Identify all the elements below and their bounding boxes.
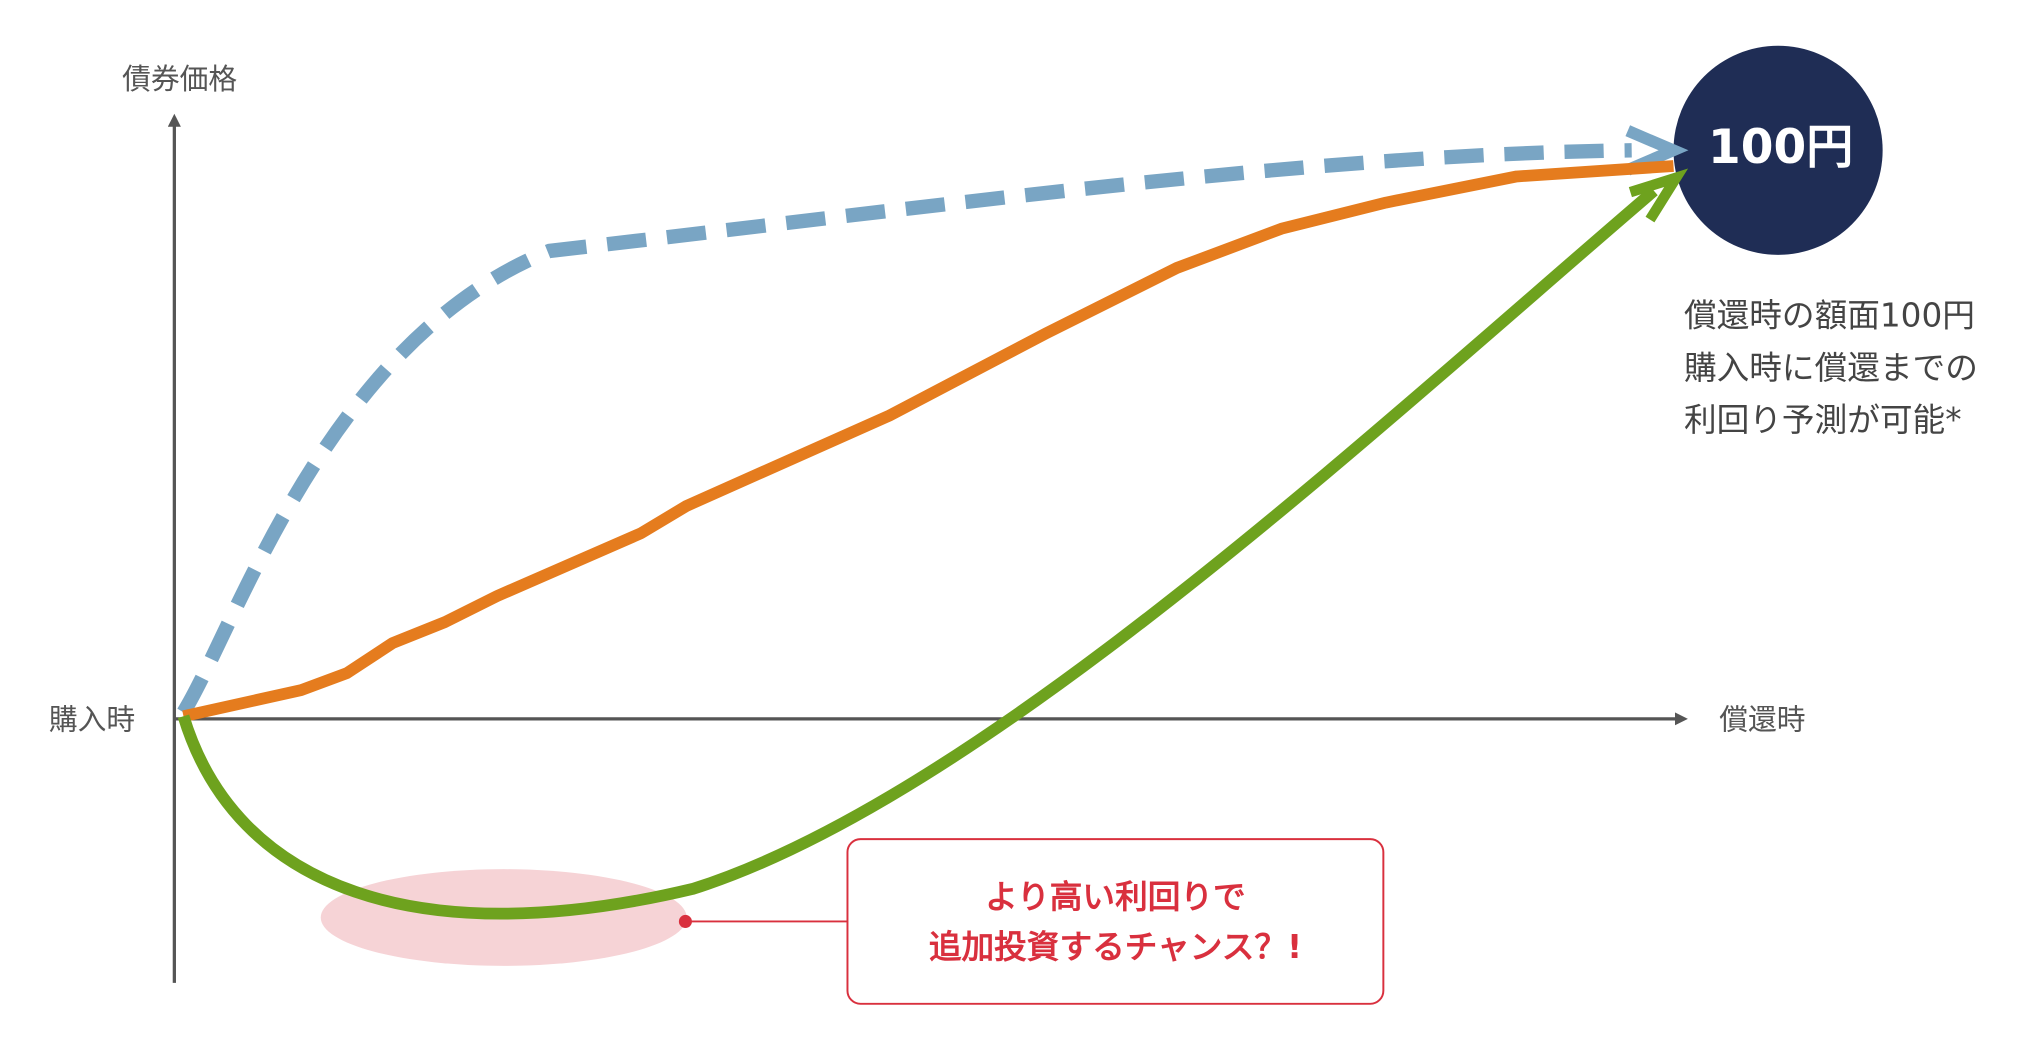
curve-blue [177,143,1632,717]
curve-green [177,186,1658,920]
curve-orange [182,160,1674,722]
callout-box [846,838,1385,1005]
arrow-green [1628,168,1689,223]
x-axis-label: 償還時 [1719,702,1805,736]
y-axis-label: 債券価格 [122,62,237,96]
origin-label: 購入時 [49,702,135,736]
target-circle [1673,45,1883,255]
callout-text: 追加投資するチャンス？! [929,928,1302,966]
target-label: 100円 [1708,120,1853,175]
callout-text: より高い利回りで [985,878,1246,916]
note-line: 利回り予測が可能* [1684,401,1962,439]
note-line: 償還時の額面100円 [1684,297,1975,335]
note-line: 購入時に償還までの [1684,349,1978,387]
